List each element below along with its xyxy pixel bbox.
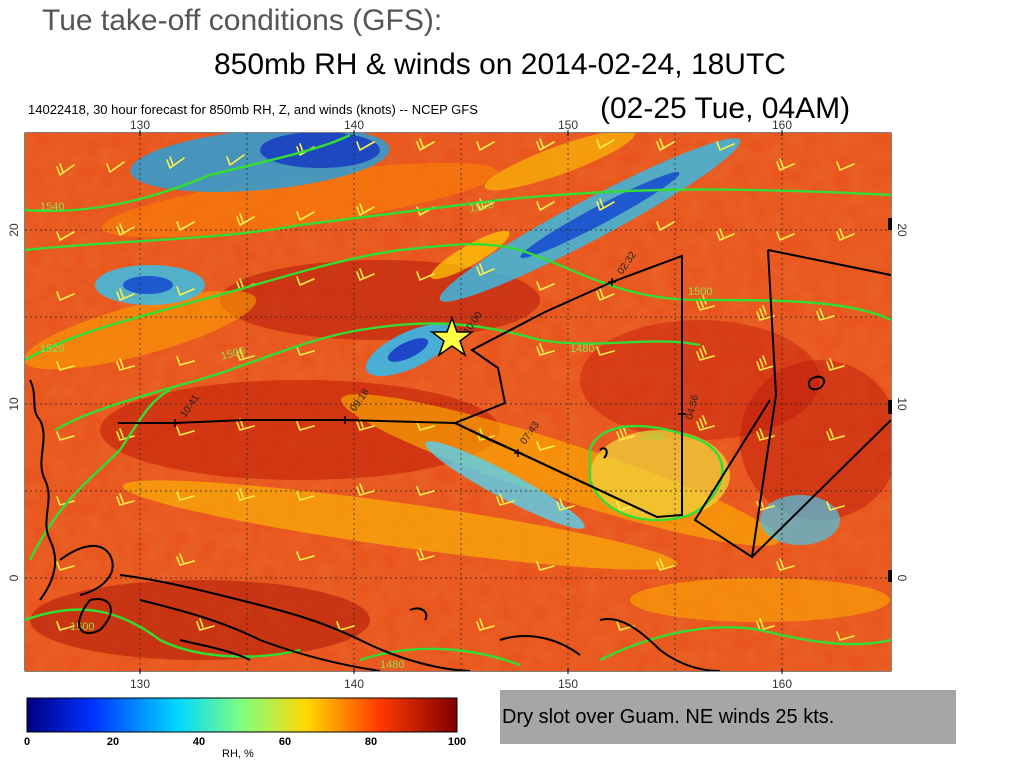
slide-subtitle: 850mb RH & winds on 2014-02-24, 18UTC: [214, 48, 786, 81]
flight-tracks: [118, 249, 891, 559]
contour-label: 1480: [640, 431, 664, 443]
colorbar-tick: 0: [23, 736, 31, 748]
lon-label: 130: [130, 677, 150, 691]
annotation-text: Dry slot over Guam. NE winds 25 kts.: [502, 705, 835, 728]
colorbar-tick: 100: [447, 736, 467, 748]
contour-label: 1480: [380, 659, 404, 671]
slide-title: Tue take-off conditions (GFS):: [42, 4, 443, 37]
colorbar-tick: 60: [278, 736, 292, 748]
lat-label: 20: [895, 223, 909, 237]
lon-label: 150: [558, 118, 578, 132]
contour-label: 1500: [688, 286, 712, 298]
lon-labels-bottom: 130 140 150 160: [130, 677, 792, 691]
colorbar-title: RH, %: [222, 748, 254, 760]
lat-label: 10: [7, 397, 21, 411]
colorbar-tick: 80: [364, 736, 378, 748]
lat-label: 10: [895, 397, 909, 411]
contour-label: 1540: [40, 201, 64, 213]
contour-label: 1520: [40, 343, 64, 355]
rh-field: 1540 1520 1520 1500 1500 1480 1480 1500 …: [25, 133, 891, 671]
contour-label: 1520: [468, 199, 494, 215]
forecast-header: 14022418, 30 hour forecast for 850mb RH,…: [28, 102, 478, 117]
rh-colorbar: [26, 697, 458, 733]
lon-label: 160: [772, 118, 792, 132]
contour-label: 1480: [570, 343, 594, 355]
lon-label: 150: [558, 677, 578, 691]
lon-label: 140: [344, 118, 364, 132]
lon-label: 160: [772, 677, 792, 691]
lon-labels-top: 130 140 150 160: [130, 118, 792, 132]
lon-label: 140: [344, 677, 364, 691]
slide-subtitle-local-time: (02-25 Tue, 04AM): [600, 92, 851, 125]
lat-labels-left: 20 10 0: [7, 223, 21, 581]
colorbar-tick: 40: [192, 736, 206, 748]
colorbar-tick: 20: [106, 736, 120, 748]
lat-label: 0: [7, 574, 21, 581]
guam-star-icon: [429, 315, 475, 357]
lat-labels-right: 20 10 0: [895, 223, 909, 581]
track-markers: [171, 278, 686, 457]
lon-label: 130: [130, 118, 150, 132]
height-contours: [25, 133, 891, 667]
lat-label: 20: [7, 223, 21, 237]
contour-labels: 1540 1520 1520 1500 1500 1480 1480 1500 …: [40, 199, 712, 671]
annotation-box: Dry slot over Guam. NE winds 25 kts.: [500, 690, 956, 744]
coastlines: [29, 375, 826, 671]
lat-label: 0: [895, 575, 909, 582]
contour-label: 1500: [70, 621, 94, 633]
